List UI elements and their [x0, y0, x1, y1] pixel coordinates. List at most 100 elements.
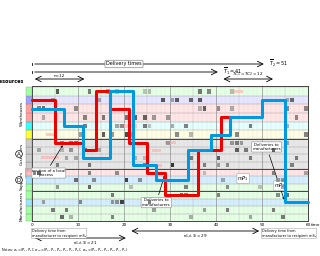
- Bar: [189, 98, 193, 102]
- Bar: [78, 200, 82, 204]
- Bar: [120, 200, 124, 204]
- Bar: [55, 185, 59, 189]
- Bar: [26, 198, 32, 206]
- Bar: [203, 106, 206, 111]
- Bar: [65, 156, 68, 160]
- Text: $\pi_{1,d,19}=21$: $\pi_{1,d,19}=21$: [73, 239, 98, 247]
- Bar: [207, 89, 211, 94]
- Bar: [171, 163, 174, 167]
- Bar: [32, 87, 308, 96]
- Bar: [69, 215, 73, 219]
- Bar: [115, 200, 119, 204]
- Text: 50: 50: [260, 223, 265, 227]
- Bar: [249, 156, 252, 160]
- Bar: [281, 215, 284, 219]
- Bar: [74, 178, 77, 182]
- Bar: [74, 141, 77, 145]
- Bar: [32, 198, 308, 206]
- Bar: [217, 163, 220, 167]
- Bar: [26, 87, 32, 96]
- Bar: [26, 154, 32, 162]
- Text: n=12: n=12: [54, 74, 65, 78]
- Bar: [217, 106, 220, 111]
- Bar: [26, 162, 32, 169]
- Bar: [32, 176, 308, 184]
- Bar: [171, 124, 174, 129]
- Bar: [166, 115, 170, 120]
- Text: 10: 10: [76, 223, 81, 227]
- Bar: [198, 89, 202, 94]
- Text: Delivery time from
manufacturer to recipient mS₁: Delivery time from manufacturer to recip…: [262, 229, 316, 238]
- Bar: [26, 214, 32, 221]
- Bar: [74, 156, 77, 160]
- Bar: [115, 124, 119, 129]
- Bar: [26, 176, 32, 184]
- Bar: [203, 163, 206, 167]
- Bar: [26, 104, 32, 113]
- Text: Deliveries to
manufacturers: Deliveries to manufacturers: [252, 143, 284, 199]
- Bar: [111, 215, 114, 219]
- Bar: [32, 130, 308, 139]
- Bar: [46, 133, 56, 136]
- Text: Delivery times: Delivery times: [106, 61, 142, 67]
- Bar: [88, 185, 92, 189]
- Bar: [101, 115, 105, 120]
- Bar: [119, 124, 137, 128]
- Text: Manufacturers: Manufacturers: [20, 191, 24, 221]
- Text: Delivery time from
manufacturer to recipient mS₂: Delivery time from manufacturer to recip…: [32, 229, 86, 238]
- Bar: [244, 148, 248, 152]
- Bar: [276, 193, 280, 197]
- Bar: [124, 115, 128, 120]
- Bar: [166, 141, 170, 145]
- Bar: [37, 171, 41, 175]
- Bar: [32, 184, 308, 191]
- Bar: [230, 141, 234, 145]
- Bar: [55, 89, 59, 94]
- Bar: [143, 89, 147, 94]
- Bar: [26, 113, 32, 122]
- Bar: [198, 106, 202, 111]
- Bar: [97, 148, 100, 152]
- Bar: [285, 193, 289, 197]
- Bar: [295, 156, 298, 160]
- Bar: [143, 156, 147, 160]
- Bar: [88, 163, 92, 167]
- Bar: [175, 132, 179, 137]
- Bar: [115, 171, 119, 175]
- Bar: [60, 215, 64, 219]
- Bar: [60, 141, 64, 145]
- Bar: [249, 215, 252, 219]
- Bar: [129, 132, 133, 137]
- Bar: [32, 191, 308, 198]
- Text: A: A: [17, 152, 21, 156]
- Bar: [51, 208, 55, 212]
- Bar: [281, 178, 284, 182]
- Bar: [138, 178, 142, 182]
- Bar: [33, 171, 36, 175]
- Bar: [83, 124, 87, 129]
- Bar: [189, 215, 193, 219]
- Bar: [51, 98, 55, 102]
- Bar: [143, 124, 147, 129]
- Bar: [221, 178, 225, 182]
- Bar: [290, 163, 294, 167]
- Bar: [258, 185, 261, 189]
- Bar: [165, 141, 176, 144]
- Bar: [175, 98, 179, 102]
- Bar: [230, 89, 234, 94]
- Bar: [285, 124, 289, 129]
- Bar: [285, 141, 289, 145]
- Text: 0: 0: [31, 223, 33, 227]
- Bar: [124, 132, 128, 137]
- Bar: [249, 124, 252, 129]
- Text: Customers: Customers: [20, 143, 24, 165]
- Bar: [92, 178, 96, 182]
- Bar: [32, 214, 308, 221]
- Bar: [226, 185, 229, 189]
- Bar: [65, 208, 68, 212]
- Bar: [26, 146, 32, 154]
- Bar: [217, 156, 220, 160]
- Bar: [60, 148, 64, 152]
- Bar: [134, 115, 137, 120]
- Bar: [26, 122, 32, 130]
